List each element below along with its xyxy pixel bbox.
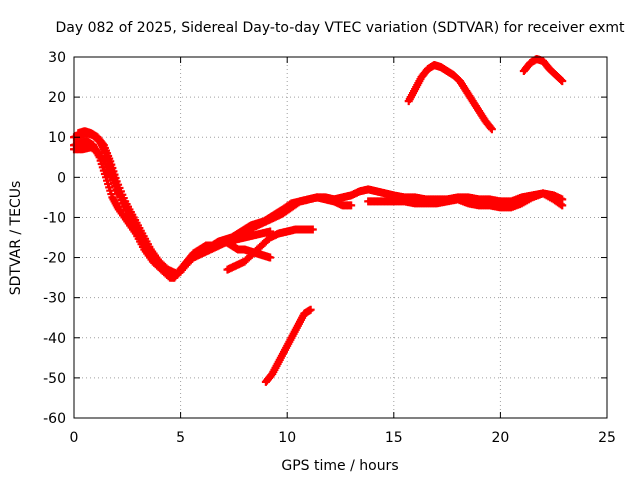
data-layer: [70, 55, 567, 386]
series-track-7: [261, 305, 315, 386]
data-point: [347, 201, 356, 210]
data-point: [308, 225, 317, 234]
chart-title: Day 082 of 2025, Sidereal Day-to-day VTE…: [56, 20, 626, 36]
y-tick-label: 30: [48, 50, 66, 66]
data-point: [558, 201, 567, 210]
x-tick-label: 15: [385, 430, 403, 446]
x-tick-labels: 0 5 10 15 20 25: [70, 430, 616, 446]
series-track-9: [519, 55, 567, 86]
y-tick-label: 20: [48, 90, 66, 106]
ticks: [73, 56, 608, 419]
y-tick-label: -30: [43, 291, 66, 307]
data-point: [266, 253, 275, 262]
y-tick-label: -20: [43, 251, 66, 267]
y-tick-label: 0: [57, 170, 66, 186]
grid: [74, 57, 607, 418]
y-tick-label: -40: [43, 331, 66, 347]
x-tick-label: 20: [491, 430, 509, 446]
data-point: [487, 125, 496, 134]
x-tick-label: 5: [176, 430, 185, 446]
y-axis-label: SDTVAR / TECUs: [8, 181, 24, 296]
series-track-4: [70, 143, 275, 278]
series-track-5: [223, 225, 317, 274]
y-tick-label: 10: [48, 130, 66, 146]
series-track-6: [364, 189, 567, 212]
y-tick-label: -50: [43, 371, 66, 387]
y-tick-labels: -60 -50 -40 -30 -20 -10 0 10 20 30: [43, 50, 66, 427]
x-tick-label: 25: [598, 430, 616, 446]
x-tick-label: 10: [278, 430, 296, 446]
plot-frame: [73, 56, 608, 419]
y-tick-label: -10: [43, 210, 66, 226]
data-point: [558, 77, 567, 86]
y-tick-label: -60: [43, 411, 66, 427]
series-track-8: [404, 61, 496, 134]
x-tick-label: 0: [70, 430, 79, 446]
x-axis-label: GPS time / hours: [281, 458, 398, 474]
data-point: [306, 305, 315, 314]
